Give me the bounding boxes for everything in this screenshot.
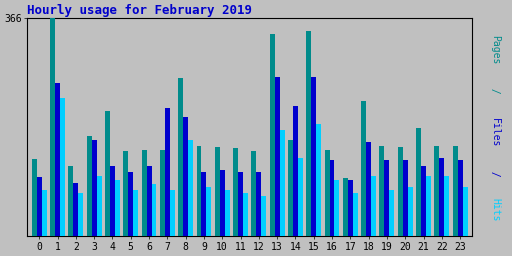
Bar (453, 146, 458, 236)
Bar (316, 124, 321, 236)
Bar (270, 34, 274, 236)
Bar (261, 196, 266, 236)
Text: Hourly usage for February 2019: Hourly usage for February 2019 (27, 4, 252, 17)
Text: Pages: Pages (490, 35, 500, 64)
Bar (87, 136, 92, 236)
Bar (306, 31, 311, 236)
Bar (371, 176, 376, 236)
Bar (462, 187, 467, 236)
Bar (78, 193, 83, 236)
Bar (188, 140, 193, 236)
Bar (115, 180, 120, 236)
Bar (385, 160, 390, 236)
Text: Files: Files (490, 118, 500, 147)
Bar (37, 177, 41, 236)
Bar (238, 172, 243, 236)
Text: Hits: Hits (490, 198, 500, 222)
Bar (325, 150, 330, 236)
Bar (142, 150, 146, 236)
Bar (251, 151, 257, 236)
Bar (197, 146, 201, 236)
Bar (105, 111, 110, 236)
Bar (178, 79, 183, 236)
Bar (458, 160, 462, 236)
Bar (92, 140, 97, 236)
Bar (206, 187, 211, 236)
Bar (398, 147, 403, 236)
Bar (439, 158, 444, 236)
Bar (288, 140, 293, 236)
Bar (170, 190, 175, 236)
Bar (330, 160, 334, 236)
Bar (408, 187, 413, 236)
Bar (416, 128, 421, 236)
Bar (110, 166, 115, 236)
Text: /: / (490, 82, 500, 100)
Bar (183, 117, 188, 236)
Bar (220, 169, 225, 236)
Bar (366, 142, 371, 236)
Bar (215, 147, 220, 236)
Bar (41, 190, 47, 236)
Bar (379, 146, 385, 236)
Bar (353, 193, 358, 236)
Bar (426, 176, 431, 236)
Bar (293, 106, 298, 236)
Bar (298, 158, 303, 236)
Bar (73, 183, 78, 236)
Bar (280, 130, 285, 236)
Bar (123, 151, 129, 236)
Bar (334, 180, 339, 236)
Bar (146, 166, 152, 236)
Bar (361, 101, 366, 236)
Bar (60, 98, 65, 236)
Bar (390, 190, 394, 236)
Bar (233, 148, 238, 236)
Bar (129, 172, 133, 236)
Bar (421, 166, 426, 236)
Bar (434, 146, 439, 236)
Bar (403, 160, 408, 236)
Bar (152, 184, 157, 236)
Bar (55, 83, 60, 236)
Bar (243, 193, 248, 236)
Bar (348, 180, 353, 236)
Bar (343, 178, 348, 236)
Bar (97, 176, 101, 236)
Bar (160, 150, 165, 236)
Bar (69, 166, 73, 236)
Bar (50, 18, 55, 236)
Bar (311, 77, 316, 236)
Bar (133, 190, 138, 236)
Bar (201, 172, 206, 236)
Bar (444, 176, 449, 236)
Text: /: / (490, 165, 500, 183)
Bar (225, 190, 230, 236)
Bar (274, 77, 280, 236)
Bar (165, 108, 170, 236)
Bar (32, 159, 37, 236)
Bar (257, 172, 261, 236)
